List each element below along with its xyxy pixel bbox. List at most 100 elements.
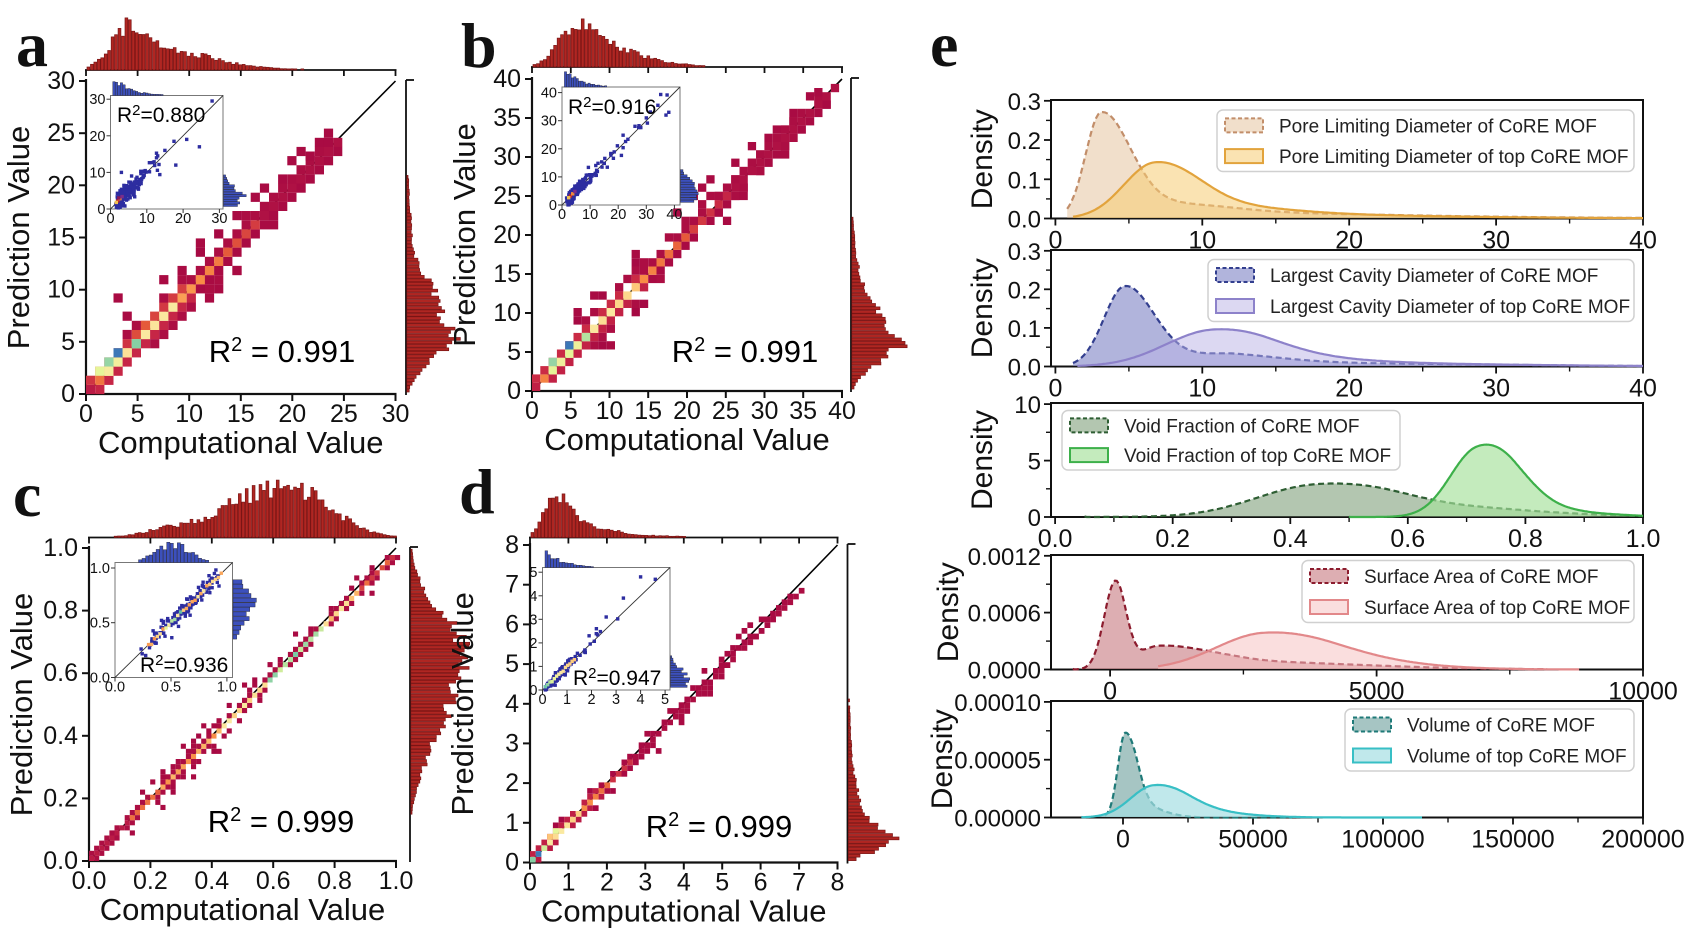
svg-text:100000: 100000 <box>1341 826 1424 854</box>
svg-text:Density: Density <box>932 562 965 662</box>
svg-text:0: 0 <box>1116 826 1130 854</box>
svg-text:Void Fraction of top CoRE MOF: Void Fraction of top CoRE MOF <box>1124 446 1391 467</box>
svg-text:30: 30 <box>751 397 779 425</box>
svg-text:1.0: 1.0 <box>90 561 110 577</box>
svg-text:Surface Area of CoRE MOF: Surface Area of CoRE MOF <box>1364 567 1598 588</box>
svg-text:30: 30 <box>211 211 227 227</box>
svg-text:Density: Density <box>926 709 959 809</box>
svg-text:10: 10 <box>582 207 598 223</box>
svg-text:3: 3 <box>505 729 519 757</box>
svg-text:0: 0 <box>529 683 537 699</box>
svg-text:20: 20 <box>278 400 306 428</box>
svg-text:10: 10 <box>1014 392 1041 419</box>
svg-text:Volume of CoRE MOF: Volume of CoRE MOF <box>1407 716 1595 737</box>
svg-text:R2 = 0.999: R2 = 0.999 <box>208 804 354 839</box>
svg-text:Void Fraction of CoRE MOF: Void Fraction of CoRE MOF <box>1124 416 1359 437</box>
svg-text:10: 10 <box>175 400 203 428</box>
svg-text:40: 40 <box>541 86 557 102</box>
svg-text:0.1: 0.1 <box>1008 167 1041 194</box>
svg-text:4: 4 <box>529 589 537 605</box>
svg-text:50000: 50000 <box>1218 826 1288 854</box>
svg-text:5: 5 <box>529 565 537 581</box>
svg-text:10: 10 <box>493 299 521 327</box>
svg-text:25: 25 <box>47 119 75 147</box>
svg-text:Prediction Value: Prediction Value <box>445 592 480 815</box>
svg-text:0: 0 <box>61 380 75 408</box>
svg-text:10: 10 <box>89 165 105 181</box>
svg-text:0.4: 0.4 <box>194 867 229 895</box>
svg-text:Surface Area of top CoRE MOF: Surface Area of top CoRE MOF <box>1364 598 1630 619</box>
svg-text:10: 10 <box>541 170 557 186</box>
svg-text:0: 0 <box>1048 375 1062 403</box>
svg-text:e: e <box>930 9 958 80</box>
svg-text:0.1: 0.1 <box>1008 316 1041 343</box>
svg-text:0: 0 <box>1048 227 1062 255</box>
svg-text:0: 0 <box>79 400 93 428</box>
svg-text:0.5: 0.5 <box>90 616 110 632</box>
svg-text:2: 2 <box>587 692 595 708</box>
svg-text:15: 15 <box>634 397 662 425</box>
svg-text:20: 20 <box>175 211 191 227</box>
svg-text:8: 8 <box>505 531 519 559</box>
svg-text:Pore Limiting Diameter of CoRE: Pore Limiting Diameter of CoRE MOF <box>1279 116 1597 137</box>
svg-text:3: 3 <box>612 692 620 708</box>
svg-text:25: 25 <box>712 397 740 425</box>
svg-text:c: c <box>13 459 41 530</box>
svg-text:0: 0 <box>549 198 557 214</box>
svg-text:20: 20 <box>673 397 701 425</box>
svg-text:Density: Density <box>966 109 999 209</box>
svg-text:8: 8 <box>831 869 845 897</box>
svg-text:4: 4 <box>677 869 691 897</box>
svg-text:Prediction Value: Prediction Value <box>4 593 39 816</box>
svg-text:150000: 150000 <box>1471 826 1554 854</box>
svg-text:a: a <box>16 9 48 80</box>
svg-text:20: 20 <box>493 221 521 249</box>
svg-text:0.8: 0.8 <box>1508 525 1543 553</box>
svg-text:200000: 200000 <box>1601 826 1684 854</box>
svg-text:0.3: 0.3 <box>1008 89 1041 116</box>
svg-text:6: 6 <box>505 610 519 638</box>
svg-text:0.2: 0.2 <box>1008 277 1041 304</box>
svg-text:2: 2 <box>600 869 614 897</box>
svg-text:0.0: 0.0 <box>1008 355 1041 382</box>
svg-text:3: 3 <box>638 869 652 897</box>
svg-text:30: 30 <box>541 114 557 130</box>
svg-text:1.0: 1.0 <box>1626 525 1661 553</box>
svg-text:30: 30 <box>638 207 654 223</box>
svg-text:0: 0 <box>1028 505 1041 532</box>
svg-text:6: 6 <box>754 869 768 897</box>
svg-text:0.00010: 0.00010 <box>954 690 1041 717</box>
svg-text:0: 0 <box>558 207 566 223</box>
svg-text:20: 20 <box>1335 375 1363 403</box>
svg-text:1: 1 <box>505 809 519 837</box>
svg-text:0.0: 0.0 <box>1038 525 1073 553</box>
svg-text:0.6: 0.6 <box>43 659 78 687</box>
svg-text:0.2: 0.2 <box>1008 128 1041 155</box>
svg-text:5: 5 <box>661 692 669 708</box>
svg-text:Pore Limiting Diameter of top: Pore Limiting Diameter of top CoRE MOF <box>1279 147 1629 168</box>
svg-text:10: 10 <box>47 276 75 304</box>
svg-text:0: 0 <box>106 211 114 227</box>
svg-text:4: 4 <box>637 692 645 708</box>
svg-text:R2=0.936: R2=0.936 <box>140 652 228 677</box>
svg-text:10: 10 <box>596 397 624 425</box>
svg-text:5: 5 <box>1028 449 1041 476</box>
svg-text:7: 7 <box>792 869 806 897</box>
svg-text:5: 5 <box>61 328 75 356</box>
svg-text:0: 0 <box>505 849 519 877</box>
svg-text:0.4: 0.4 <box>43 722 78 750</box>
svg-text:20: 20 <box>89 129 105 145</box>
svg-text:0.0: 0.0 <box>90 671 110 687</box>
svg-text:7: 7 <box>505 571 519 599</box>
svg-text:d: d <box>459 456 495 527</box>
svg-text:2: 2 <box>505 769 519 797</box>
svg-text:20: 20 <box>541 142 557 158</box>
svg-text:0.0: 0.0 <box>105 680 125 696</box>
svg-text:Density: Density <box>966 410 999 510</box>
svg-text:35: 35 <box>493 104 521 132</box>
svg-text:0.6: 0.6 <box>1390 525 1425 553</box>
svg-text:Density: Density <box>966 258 999 358</box>
svg-text:5: 5 <box>715 869 729 897</box>
svg-text:R2 = 0.999: R2 = 0.999 <box>646 809 792 844</box>
svg-text:0.4: 0.4 <box>1273 525 1308 553</box>
